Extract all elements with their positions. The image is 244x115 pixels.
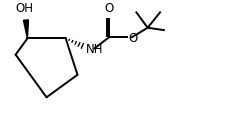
Text: O: O (104, 2, 114, 15)
Text: NH: NH (85, 43, 103, 55)
Polygon shape (23, 21, 29, 39)
Text: OH: OH (15, 1, 33, 14)
Text: O: O (129, 31, 138, 44)
